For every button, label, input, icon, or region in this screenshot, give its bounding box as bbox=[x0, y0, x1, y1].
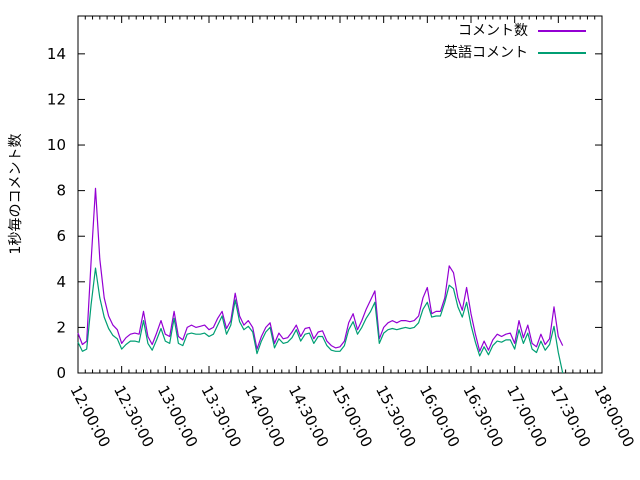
x-tick-label: 14:00:00 bbox=[241, 382, 289, 450]
legend-line-sample-comments bbox=[538, 30, 586, 32]
x-tick-label: 13:30:00 bbox=[197, 382, 245, 450]
y-axis-title: 1秒毎のコメント数 bbox=[8, 133, 24, 255]
x-tick-label: 16:30:00 bbox=[459, 382, 507, 450]
x-tick-label: 17:00:00 bbox=[503, 382, 551, 450]
x-tick-label: 12:00:00 bbox=[66, 382, 114, 450]
x-tick-label: 12:30:00 bbox=[110, 382, 158, 450]
series-line-comments bbox=[77, 187, 564, 352]
y-tick-label: 2 bbox=[56, 318, 66, 336]
x-tick-label: 13:00:00 bbox=[154, 382, 202, 450]
x-tick-label: 18:00:00 bbox=[590, 382, 638, 450]
series-line-english bbox=[77, 267, 564, 374]
y-tick-label: 14 bbox=[47, 45, 66, 63]
legend-label-english: 英語コメント bbox=[444, 45, 528, 61]
x-tick-label: 14:30:00 bbox=[285, 382, 333, 450]
x-tick-label: 17:30:00 bbox=[547, 382, 595, 450]
x-tick-label: 15:30:00 bbox=[372, 382, 420, 450]
legend-line-sample-english bbox=[538, 52, 586, 54]
y-tick-label: 6 bbox=[56, 227, 66, 245]
y-tick-label: 10 bbox=[47, 136, 66, 154]
y-tick-label: 8 bbox=[56, 182, 66, 200]
plot-border bbox=[77, 15, 603, 374]
x-tick-label: 15:00:00 bbox=[328, 382, 376, 450]
legend-label-comments: コメント数 bbox=[458, 23, 528, 39]
y-tick-label: 0 bbox=[56, 364, 66, 382]
x-tick-label: 16:00:00 bbox=[416, 382, 464, 450]
y-tick-label: 12 bbox=[47, 90, 66, 108]
y-tick-label: 4 bbox=[56, 273, 66, 291]
